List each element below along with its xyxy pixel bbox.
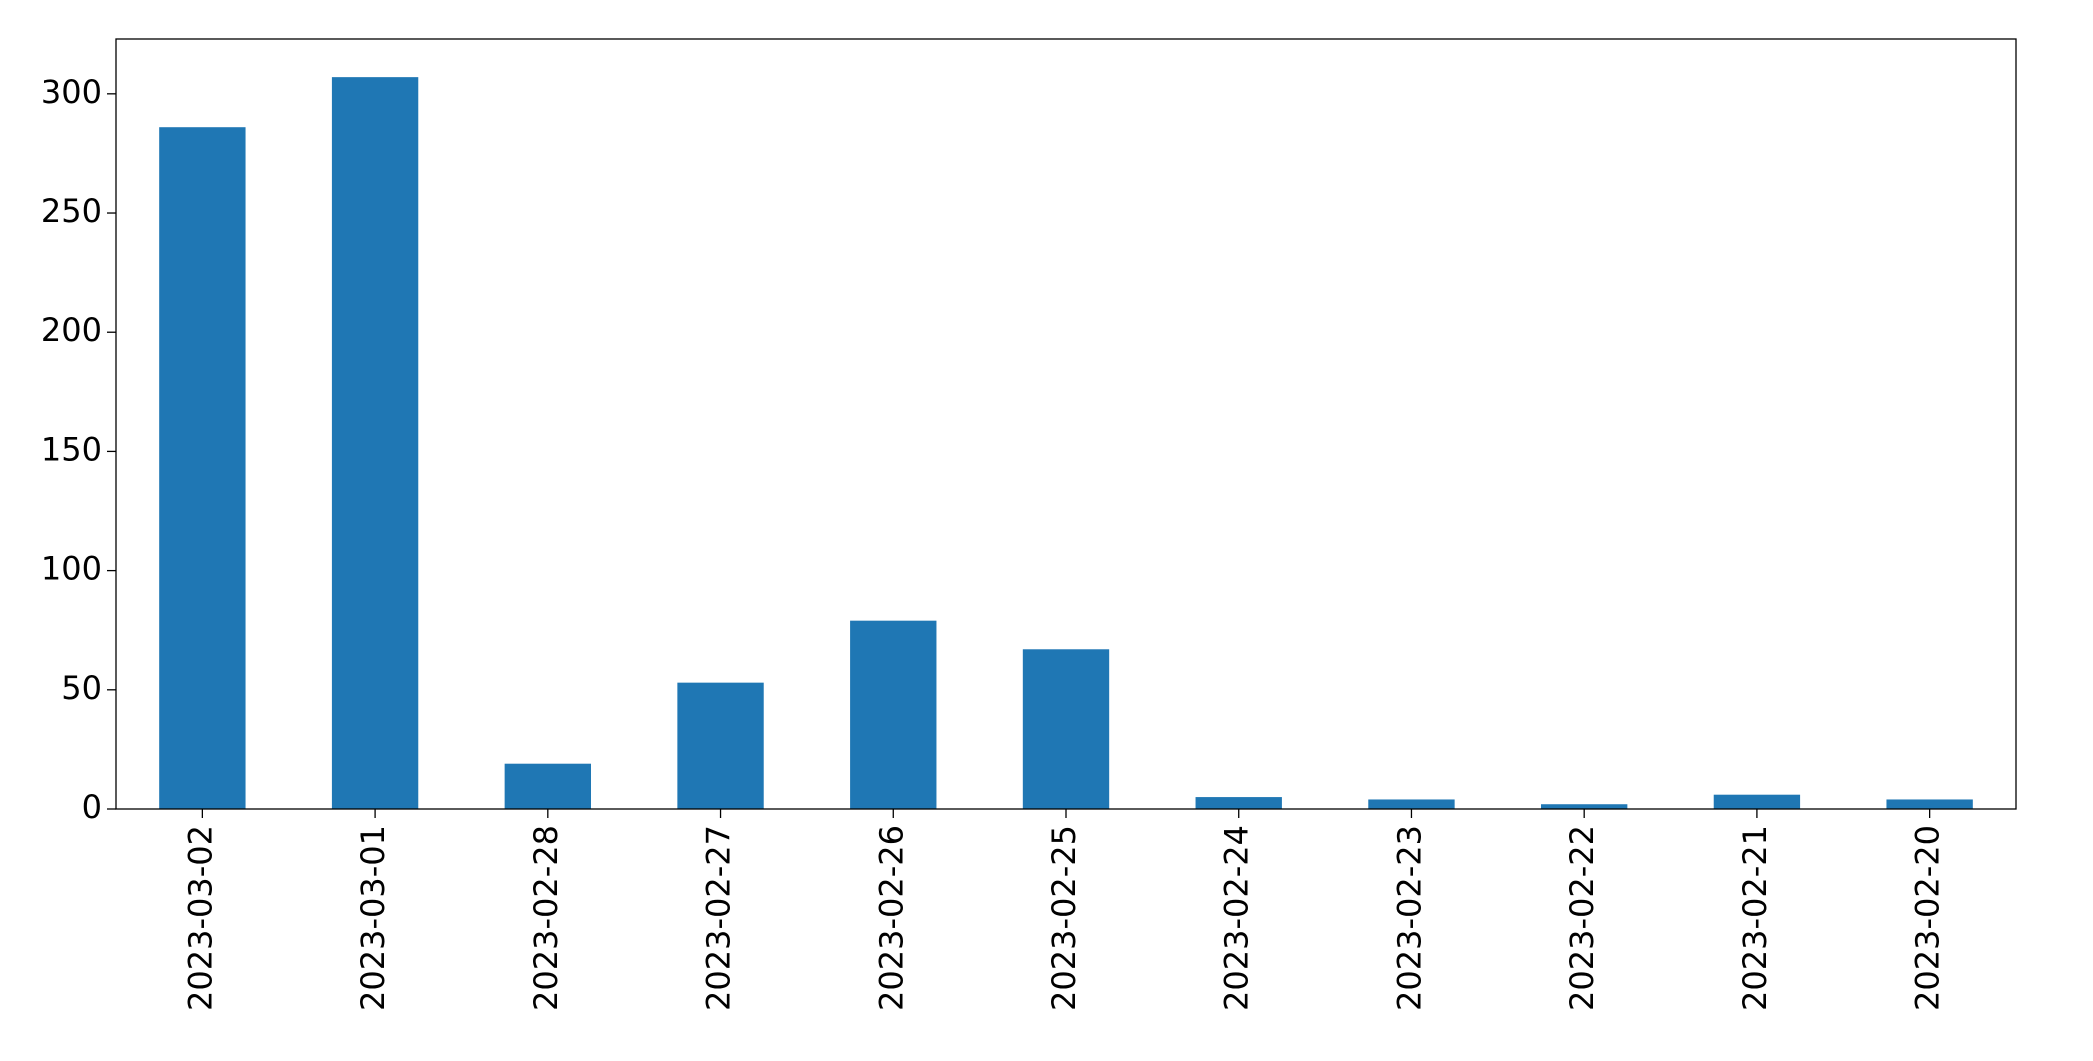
bar	[850, 620, 937, 809]
x-tick-label: 2023-02-25	[1045, 825, 1083, 1011]
y-tick-label: 150	[41, 430, 102, 468]
x-tick-label: 2023-02-26	[872, 825, 910, 1011]
x-tick-label: 2023-02-22	[1563, 825, 1601, 1011]
x-tick-label: 2023-03-01	[354, 825, 392, 1011]
y-tick-label: 250	[41, 192, 102, 230]
y-tick-label: 300	[41, 73, 102, 111]
y-tick-label: 200	[41, 311, 102, 349]
x-tick-label: 2023-02-23	[1390, 825, 1428, 1011]
bar	[1886, 799, 1973, 809]
bar	[159, 127, 246, 809]
y-tick-label: 100	[41, 550, 102, 588]
x-tick-label: 2023-02-24	[1218, 825, 1256, 1011]
bar	[1541, 804, 1628, 809]
plot-frame	[115, 38, 2017, 810]
y-tick-label: 0	[82, 788, 102, 826]
bar	[1713, 794, 1801, 809]
x-tick-label: 2023-02-28	[527, 825, 565, 1011]
bar	[331, 77, 419, 810]
bar	[1368, 799, 1455, 809]
bar	[1022, 649, 1110, 809]
bar	[677, 682, 764, 809]
bar	[1195, 797, 1282, 809]
bar	[504, 763, 591, 809]
x-tick-label: 2023-02-27	[700, 825, 738, 1011]
x-tick-label: 2023-02-20	[1909, 825, 1947, 1011]
x-tick-label: 2023-02-21	[1736, 825, 1774, 1011]
x-tick-label: 2023-03-02	[181, 825, 219, 1011]
y-tick-label: 50	[61, 669, 102, 707]
